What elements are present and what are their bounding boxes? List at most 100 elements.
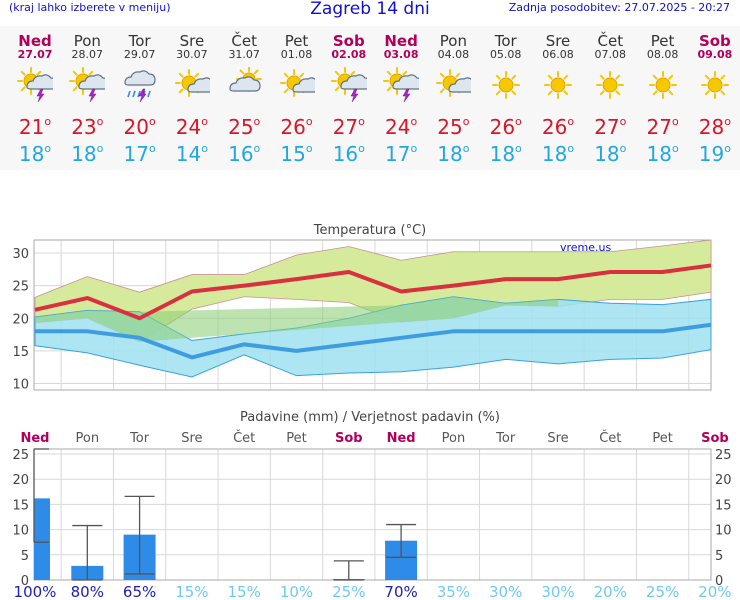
- precip-probability: 25%: [332, 583, 365, 600]
- page-title: Zagreb 14 dni: [310, 0, 430, 19]
- max-temp: 27o: [637, 116, 689, 138]
- degree-sign: o: [96, 142, 104, 155]
- min-temp-value: 18: [646, 142, 672, 166]
- min-temp: 18o: [637, 143, 689, 165]
- degree-sign: o: [201, 142, 208, 155]
- min-temp-value: 18: [594, 142, 620, 166]
- degree-sign: o: [358, 142, 365, 155]
- max-temp-value: 25: [228, 115, 254, 139]
- precip-day-label: Sre: [547, 431, 568, 446]
- precip-day-label: Ned: [387, 431, 416, 446]
- degree-sign: o: [410, 115, 418, 128]
- precip-y-tick-left: 0: [21, 574, 29, 589]
- day-column: Ned 27.07 21o 18o: [9, 26, 61, 165]
- day-name: Ned: [18, 32, 52, 50]
- sun-cloud-storm-icon: [69, 67, 110, 103]
- degree-sign: o: [358, 115, 365, 128]
- precip-y-tick-right: 15: [715, 498, 732, 513]
- min-temp-value: 18: [541, 142, 568, 166]
- max-temp: 26o: [271, 116, 323, 138]
- max-temp: 26o: [532, 116, 584, 138]
- sun-cloud-storm-icon: [383, 67, 424, 103]
- max-temp-value: 26: [489, 115, 516, 139]
- max-temp: 23o: [61, 116, 113, 138]
- precip-probability: 30%: [541, 583, 574, 600]
- degree-sign: o: [148, 115, 156, 128]
- precip-y-tick-left: 15: [12, 498, 29, 513]
- sun-icon: [648, 71, 677, 99]
- degree-sign: o: [619, 142, 627, 155]
- min-temp-value: 18: [437, 142, 463, 166]
- degree-sign: o: [305, 115, 313, 128]
- precip-probability: 15%: [228, 583, 261, 600]
- max-temp-value: 28: [698, 115, 725, 139]
- max-temp-value: 27: [646, 115, 672, 139]
- max-temp-value: 24: [175, 115, 202, 139]
- day-name: Sre: [545, 32, 571, 50]
- temperature-y-tick: 25: [12, 280, 29, 295]
- day-date: 06.08: [542, 48, 574, 61]
- precip-probability: 10%: [280, 583, 313, 600]
- min-temp-value: 17: [385, 142, 411, 166]
- day-column: Sob 02.08 27o 16o: [323, 26, 375, 165]
- sun-icon: [596, 71, 625, 99]
- sun-cloud-storm-icon: [17, 67, 58, 103]
- precip-y-tick-right: 10: [715, 524, 732, 539]
- degree-sign: o: [724, 115, 731, 128]
- max-temp-range-band: [34, 239, 712, 343]
- precip-day-label: Tor: [129, 431, 150, 446]
- precip-error-bar: [72, 524, 103, 581]
- precip-y-tick-right: 20: [715, 473, 732, 488]
- day-name: Sre: [179, 32, 205, 50]
- max-temp-value: 24: [385, 115, 411, 139]
- temperature-y-tick: 20: [12, 312, 29, 327]
- precip-day-label: Pon: [442, 431, 466, 446]
- precip-day-label: Ned: [20, 431, 49, 446]
- day-name: Čet: [597, 32, 624, 50]
- precip-probability: 65%: [123, 583, 156, 600]
- day-column: Tor 05.08 26o 18o: [480, 26, 532, 165]
- max-temp-value: 25: [437, 115, 463, 139]
- min-temp: 14o: [166, 143, 218, 165]
- day-column: Čet 31.07 25o 16o: [218, 26, 270, 165]
- precip-y-tick-right: 0: [715, 574, 723, 589]
- precipitation-chart-title: Padavine (mm) / Verjetnost padavin (%): [240, 410, 500, 425]
- forecast-background: [0, 26, 740, 170]
- degree-sign: o: [253, 142, 261, 155]
- min-temp: 18o: [61, 143, 113, 165]
- max-temp-value: 26: [541, 115, 568, 139]
- max-temp: 25o: [427, 116, 479, 138]
- min-temp-value: 15: [280, 142, 306, 166]
- degree-sign: o: [462, 115, 470, 128]
- day-column: Pon 04.08 25o 18o: [427, 26, 480, 166]
- min-temp: 15o: [271, 143, 323, 165]
- day-date: 27.07: [17, 48, 53, 61]
- temperature-chart-title: Temperatura (°C): [313, 223, 426, 238]
- day-date: 29.07: [123, 48, 156, 61]
- sun-icon: [544, 71, 572, 99]
- temperature-y-tick: 10: [12, 377, 29, 392]
- min-temp: 16o: [218, 143, 270, 165]
- precip-y-tick-right: 25: [715, 448, 732, 463]
- day-column: Ned 03.08 24o 17o: [375, 26, 427, 165]
- max-temp-value: 26: [280, 115, 306, 139]
- day-column: Tor 29.07 20o 17o: [114, 26, 166, 165]
- precip-day-label: Čet: [233, 430, 255, 446]
- max-temp: 24o: [166, 116, 218, 138]
- max-temp: 21o: [9, 116, 61, 138]
- day-date: 08.08: [646, 48, 679, 61]
- degree-sign: o: [148, 142, 156, 155]
- precip-probability: 20%: [594, 583, 627, 600]
- degree-sign: o: [567, 142, 575, 155]
- precip-probability: 100%: [14, 583, 57, 600]
- degree-sign: o: [201, 115, 208, 128]
- min-temp-value: 16: [228, 142, 254, 166]
- precip-error-bar: [33, 448, 49, 543]
- precip-day-label: Pet: [652, 431, 672, 446]
- precip-probability: 35%: [437, 583, 470, 600]
- day-column: Sre 06.08 26o 18o: [532, 26, 584, 165]
- precip-y-tick-left: 20: [12, 473, 29, 488]
- degree-sign: o: [462, 142, 470, 155]
- day-column: Pet 01.08 26o 15o: [271, 26, 324, 165]
